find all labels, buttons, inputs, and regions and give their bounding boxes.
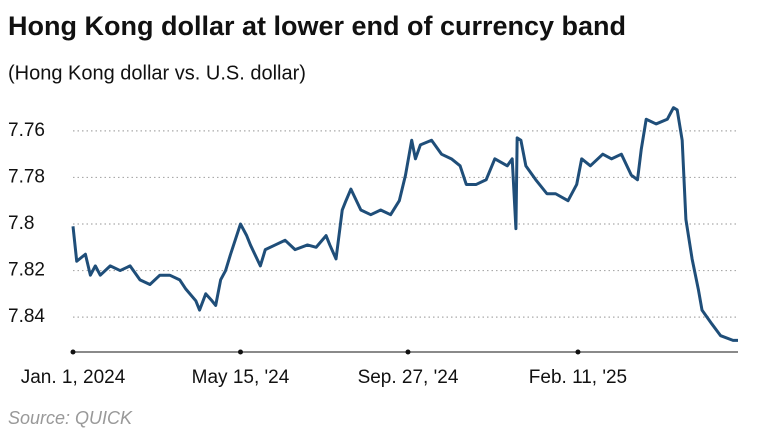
x-tick bbox=[405, 349, 411, 355]
x-tick-label: Jan. 1, 2024 bbox=[21, 367, 126, 388]
x-tick-label: Sep. 27, '24 bbox=[358, 367, 459, 388]
x-tick-label: May 15, '24 bbox=[192, 367, 290, 388]
y-tick-label: 7.78 bbox=[8, 166, 45, 187]
y-tick-label: 7.8 bbox=[8, 213, 34, 234]
chart-title: Hong Kong dollar at lower end of currenc… bbox=[8, 11, 626, 41]
x-tick bbox=[237, 349, 243, 355]
line bbox=[71, 106, 738, 342]
x-tick bbox=[575, 349, 581, 355]
y-tick-label: 7.84 bbox=[8, 306, 45, 327]
y-tick-label: 7.76 bbox=[8, 120, 45, 141]
y-tick-label: 7.82 bbox=[8, 260, 45, 281]
chart-subtitle: (Hong Kong dollar vs. U.S. dollar) bbox=[8, 62, 306, 84]
source: Source: QUICK bbox=[8, 408, 133, 428]
x-tick-label: Feb. 11, '25 bbox=[529, 367, 627, 388]
x-tick bbox=[70, 349, 76, 355]
